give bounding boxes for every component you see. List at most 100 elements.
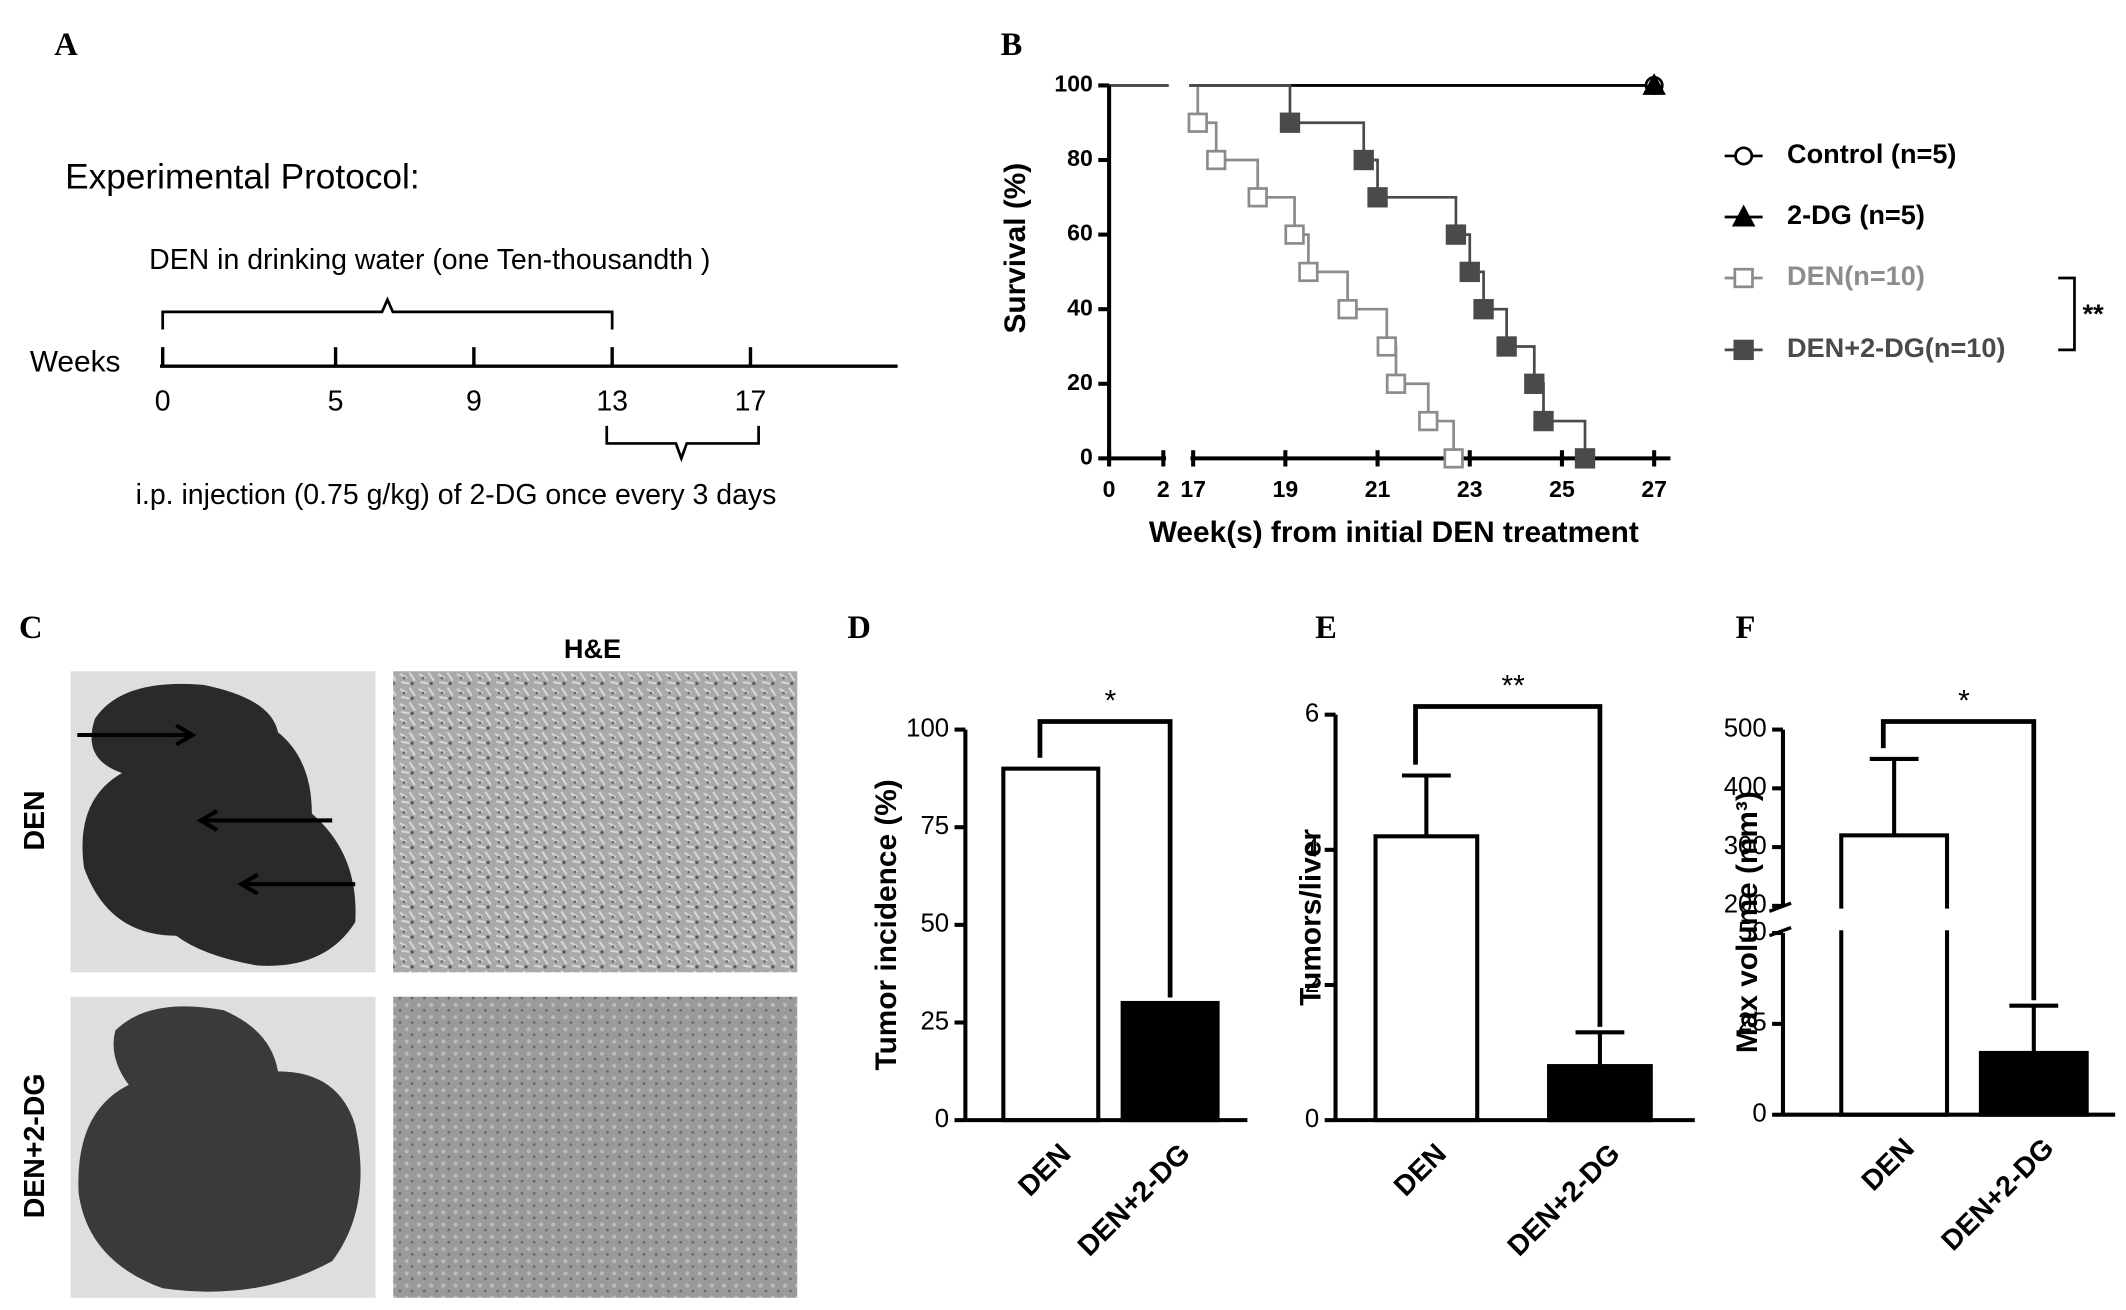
week-label: 0 [155,385,171,417]
y-tick-label: 60 [1067,220,1093,246]
week-label: 17 [735,385,767,417]
bar [1373,834,1480,1123]
marker [1733,339,1754,361]
marker [1385,373,1407,394]
y-tick-label: 400 [1724,773,1767,801]
panel-label: E [1315,610,1337,646]
brace [605,425,760,463]
marker [1473,299,1494,320]
significance-bracket [1037,719,1173,998]
he-den-2dg [393,996,798,1298]
arrows [77,723,356,896]
x-tick-label: DEN [1856,1132,1921,1197]
y-tick-label: 25 [1738,1009,1767,1037]
liver-den-2dg [78,1006,361,1292]
bar [1978,1050,2089,1117]
legend-label: 2-DG (n=5) [1787,199,1925,230]
panel-label: F [1736,610,1756,646]
weeks-label: Weeks [30,345,121,378]
week-label: 5 [328,385,344,417]
marker [1533,410,1554,432]
axis-gap [1168,67,1190,464]
significance-label: ** [1502,669,1526,702]
protocol-title: Experimental Protocol: [65,157,420,196]
he-title: H&E [564,633,621,664]
significance-bracket [2058,276,2076,352]
den-label: DEN in drinking water (one Ten-thousandt… [149,244,710,276]
marker [1284,224,1305,245]
y-tick-label: 0 [1080,443,1093,469]
y-tick-label: 20 [1067,369,1093,395]
marker [1731,204,1756,227]
marker [1298,261,1319,283]
bar [1001,766,1101,1123]
he-den [393,671,798,973]
marker [1524,373,1545,394]
x-tick-label: 25 [1549,476,1575,502]
y-tick-label: 0 [935,1105,949,1133]
panel-label: C [19,610,42,646]
bar [1120,1000,1220,1123]
significance-bracket [1413,704,1603,1027]
panel-label: A [54,27,78,63]
step-line [1109,84,1455,459]
panel-label: D [847,610,870,646]
x-tick-label: 17 [1180,476,1206,502]
liver-photos [70,671,798,1298]
y-tick-label: 500 [1724,714,1767,742]
marker [1734,146,1754,166]
marker [1733,267,1754,289]
bar [1839,833,1950,1117]
x-tick-label: DEN [1012,1138,1077,1203]
row-label: DEN+2-DG [19,1074,51,1219]
y-tick-label: 50 [920,910,949,938]
y-tick-label: 40 [1067,294,1093,320]
x-tick-label: 2 [1157,476,1170,502]
y-tick-label: 0 [1752,1100,1766,1128]
x-tick-label: 0 [1103,476,1116,502]
y-tick-label: 4 [1305,835,1319,863]
marker [1642,73,1666,95]
row-label: DEN [19,790,51,850]
significance-label: * [1958,684,1970,717]
panel-label: B [1001,27,1023,63]
y-tick-label: 0 [1305,1105,1319,1133]
legend-label: Control (n=5) [1787,138,1956,169]
x-tick-label: 19 [1273,476,1299,502]
y-tick-label: 80 [1067,145,1093,171]
week-label: 13 [596,385,628,417]
y-tick-label: 100 [1054,71,1092,97]
x-tick-label: DEN+2-DG [1072,1138,1197,1263]
marker [1279,112,1301,133]
marker [1376,336,1397,357]
significance-bracket [1880,719,2037,1001]
marker [1443,448,1464,469]
y-tick-label: 300 [1724,832,1767,860]
y-tick-label: 75 [920,812,949,840]
x-tick-label: DEN+2-DG [1935,1132,2060,1257]
y-tick-label: 2 [1305,970,1319,998]
week-label: 9 [466,385,482,417]
x-tick-label: 23 [1457,476,1483,502]
axis-gap [1766,908,2116,931]
brace [161,296,614,330]
bar [1547,1064,1653,1123]
legend-label: DEN(n=10) [1787,260,1925,291]
y-tick-label: 25 [920,1007,949,1035]
y-tick-label: 200 [1724,891,1767,919]
marker [1187,112,1208,133]
marker [1418,410,1439,432]
marker [1353,149,1374,171]
marker [1337,299,1358,320]
x-tick-label: DEN+2-DG [1501,1138,1626,1263]
x-axis-title: Week(s) from initial DEN treatment [1149,516,1639,549]
y-axis-title: Survival (%) [999,163,1032,334]
y-axis-title: Tumor incidence (%) [870,779,903,1070]
significance-label: ** [2083,298,2105,329]
y-tick-label: 100 [906,714,949,742]
liver-den [82,683,356,966]
injection-label: i.p. injection (0.75 g/kg) of 2-DG once … [136,479,777,511]
y-axis-title: Tumors/liver [1294,829,1327,1006]
significance-label: * [1105,684,1117,717]
marker [1247,187,1268,208]
